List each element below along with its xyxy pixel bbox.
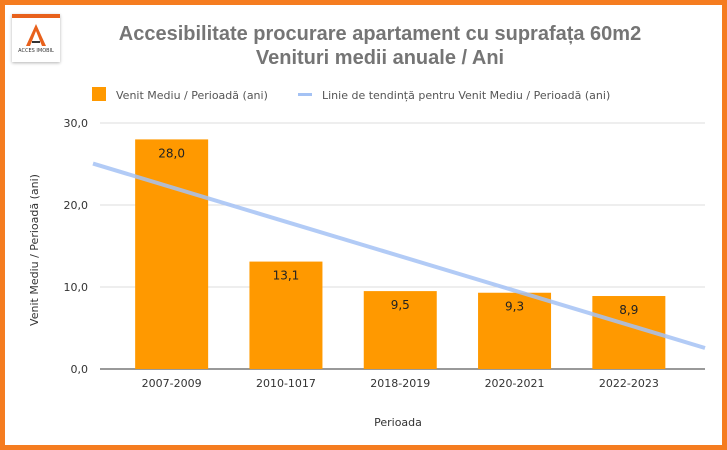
x-tick-label: 2018-2019 xyxy=(370,377,430,390)
trendline xyxy=(92,161,706,350)
x-axis-label: Perioada xyxy=(374,416,422,429)
y-tick-label: 0,0 xyxy=(71,363,89,376)
data-label: 8,9 xyxy=(619,303,638,317)
legend-swatch-bars xyxy=(92,87,106,101)
legend: Venit Mediu / Perioadă (ani) Linie de te… xyxy=(92,87,610,102)
bar xyxy=(249,261,323,369)
data-label: 13,1 xyxy=(273,269,300,283)
chart-title-block: Accesibilitate procurare apartament cu s… xyxy=(60,22,700,70)
y-tick-label: 30,0 xyxy=(64,117,89,130)
chart-title: Accesibilitate procurare apartament cu s… xyxy=(118,23,642,45)
data-label: 28,0 xyxy=(158,146,185,160)
x-tick-label: 2022-2023 xyxy=(599,377,659,390)
legend-label-trendline: Linie de tendință pentru Venit Mediu / P… xyxy=(322,89,610,102)
bar xyxy=(478,292,552,369)
y-tick-label: 20,0 xyxy=(64,199,89,212)
x-tick-label: 2010-1017 xyxy=(256,377,316,390)
chart-subtitle: Venituri medii anuale / Ani xyxy=(255,47,505,69)
logo: ACCES IMOBIL xyxy=(12,14,60,62)
legend-swatch-trendline xyxy=(298,93,312,96)
x-tick-label: 2007-2009 xyxy=(142,377,202,390)
data-label: 9,3 xyxy=(505,300,524,314)
data-label: 9,5 xyxy=(391,298,410,312)
y-axis-label: Venit Mediu / Perioadă (ani) xyxy=(28,174,41,326)
bar xyxy=(363,291,437,369)
y-tick-label: 10,0 xyxy=(64,281,89,294)
logo-text: ACCES IMOBIL xyxy=(18,48,54,54)
x-tick-label: 2020-2021 xyxy=(485,377,545,390)
legend-label-bars: Venit Mediu / Perioadă (ani) xyxy=(116,89,268,102)
logo-icon: ACCES IMOBIL xyxy=(18,24,54,54)
bar xyxy=(135,139,209,369)
